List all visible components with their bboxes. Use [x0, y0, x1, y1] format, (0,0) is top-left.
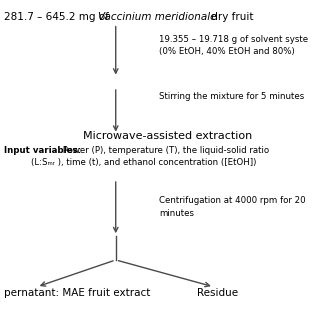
Text: Microwave-assisted extraction: Microwave-assisted extraction: [83, 132, 252, 141]
Text: Power (P), temperature (T), the liquid-solid ratio: Power (P), temperature (T), the liquid-s…: [60, 146, 269, 155]
Text: 19.355 – 19.718 g of solvent syste: 19.355 – 19.718 g of solvent syste: [159, 35, 308, 44]
Text: Centrifugation at 4000 rpm for 20: Centrifugation at 4000 rpm for 20: [159, 196, 306, 205]
Text: dry fruit: dry fruit: [208, 12, 254, 22]
Text: Input variables:: Input variables:: [4, 146, 81, 155]
Text: Stirring the mixture for 5 minutes: Stirring the mixture for 5 minutes: [159, 92, 305, 101]
Text: 281.7 – 645.2 mg of: 281.7 – 645.2 mg of: [4, 12, 112, 22]
Text: Residue: Residue: [197, 288, 238, 299]
Text: (0% EtOH, 40% EtOH and 80%): (0% EtOH, 40% EtOH and 80%): [159, 47, 295, 56]
Text: pernatant: MAE fruit extract: pernatant: MAE fruit extract: [4, 288, 150, 299]
Text: Vaccinium meridionale: Vaccinium meridionale: [98, 12, 217, 22]
Text: (L:Sₘᵣ ), time (t), and ethanol concentration ([EtOH]): (L:Sₘᵣ ), time (t), and ethanol concentr…: [31, 158, 257, 167]
Text: minutes: minutes: [159, 209, 194, 218]
